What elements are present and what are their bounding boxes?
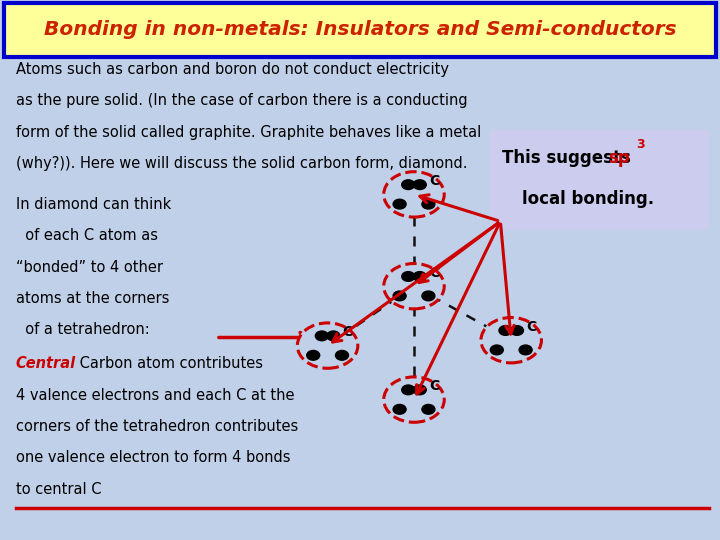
Text: one valence electron to form 4 bonds: one valence electron to form 4 bonds <box>16 450 290 465</box>
Circle shape <box>499 326 512 335</box>
Circle shape <box>422 291 435 301</box>
Circle shape <box>393 404 406 414</box>
Text: Carbon atom contributes: Carbon atom contributes <box>75 356 263 372</box>
Circle shape <box>384 172 444 217</box>
Circle shape <box>402 272 415 281</box>
Circle shape <box>315 331 328 341</box>
Text: Atoms such as carbon and boron do not conduct electricity: Atoms such as carbon and boron do not co… <box>16 62 449 77</box>
Text: as the pure solid. (In the case of carbon there is a conducting: as the pure solid. (In the case of carbo… <box>16 93 467 109</box>
Circle shape <box>297 323 358 368</box>
Text: C: C <box>429 266 439 280</box>
Circle shape <box>510 326 523 335</box>
Text: of a tetrahedron:: of a tetrahedron: <box>16 322 150 338</box>
Circle shape <box>422 404 435 414</box>
FancyBboxPatch shape <box>490 130 709 230</box>
Circle shape <box>422 199 435 209</box>
Text: 3: 3 <box>636 138 644 151</box>
Circle shape <box>384 377 444 422</box>
Circle shape <box>384 264 444 309</box>
Text: “bonded” to 4 other: “bonded” to 4 other <box>16 260 163 275</box>
Circle shape <box>307 350 320 360</box>
Text: C: C <box>343 325 353 339</box>
Text: Bonding in non-metals: Insulators and Semi-conductors: Bonding in non-metals: Insulators and Se… <box>44 20 676 39</box>
Text: In diamond can think: In diamond can think <box>16 197 171 212</box>
Circle shape <box>336 350 348 360</box>
Text: of each C atom as: of each C atom as <box>16 228 158 244</box>
Text: corners of the tetrahedron contributes: corners of the tetrahedron contributes <box>16 419 298 434</box>
Text: to central C: to central C <box>16 482 102 497</box>
Text: 4 valence electrons and each C at the: 4 valence electrons and each C at the <box>16 388 294 403</box>
Text: This suggests: This suggests <box>502 149 636 167</box>
Text: (why?)). Here we will discuss the solid carbon form, diamond.: (why?)). Here we will discuss the solid … <box>16 156 467 171</box>
Circle shape <box>402 385 415 395</box>
Circle shape <box>490 345 503 355</box>
Circle shape <box>519 345 532 355</box>
Text: local bonding.: local bonding. <box>522 190 654 208</box>
Circle shape <box>393 291 406 301</box>
FancyBboxPatch shape <box>4 3 716 57</box>
Text: atoms at the corners: atoms at the corners <box>16 291 169 306</box>
Circle shape <box>327 331 340 341</box>
Text: C: C <box>429 174 439 188</box>
Circle shape <box>481 318 541 363</box>
Text: C: C <box>526 320 536 334</box>
Circle shape <box>413 272 426 281</box>
Circle shape <box>413 180 426 190</box>
Circle shape <box>413 385 426 395</box>
Circle shape <box>402 180 415 190</box>
Text: C: C <box>429 379 439 393</box>
Circle shape <box>393 199 406 209</box>
Text: form of the solid called graphite. Graphite behaves like a metal: form of the solid called graphite. Graph… <box>16 125 481 140</box>
Text: Central: Central <box>16 356 76 372</box>
Text: sp: sp <box>608 149 630 167</box>
